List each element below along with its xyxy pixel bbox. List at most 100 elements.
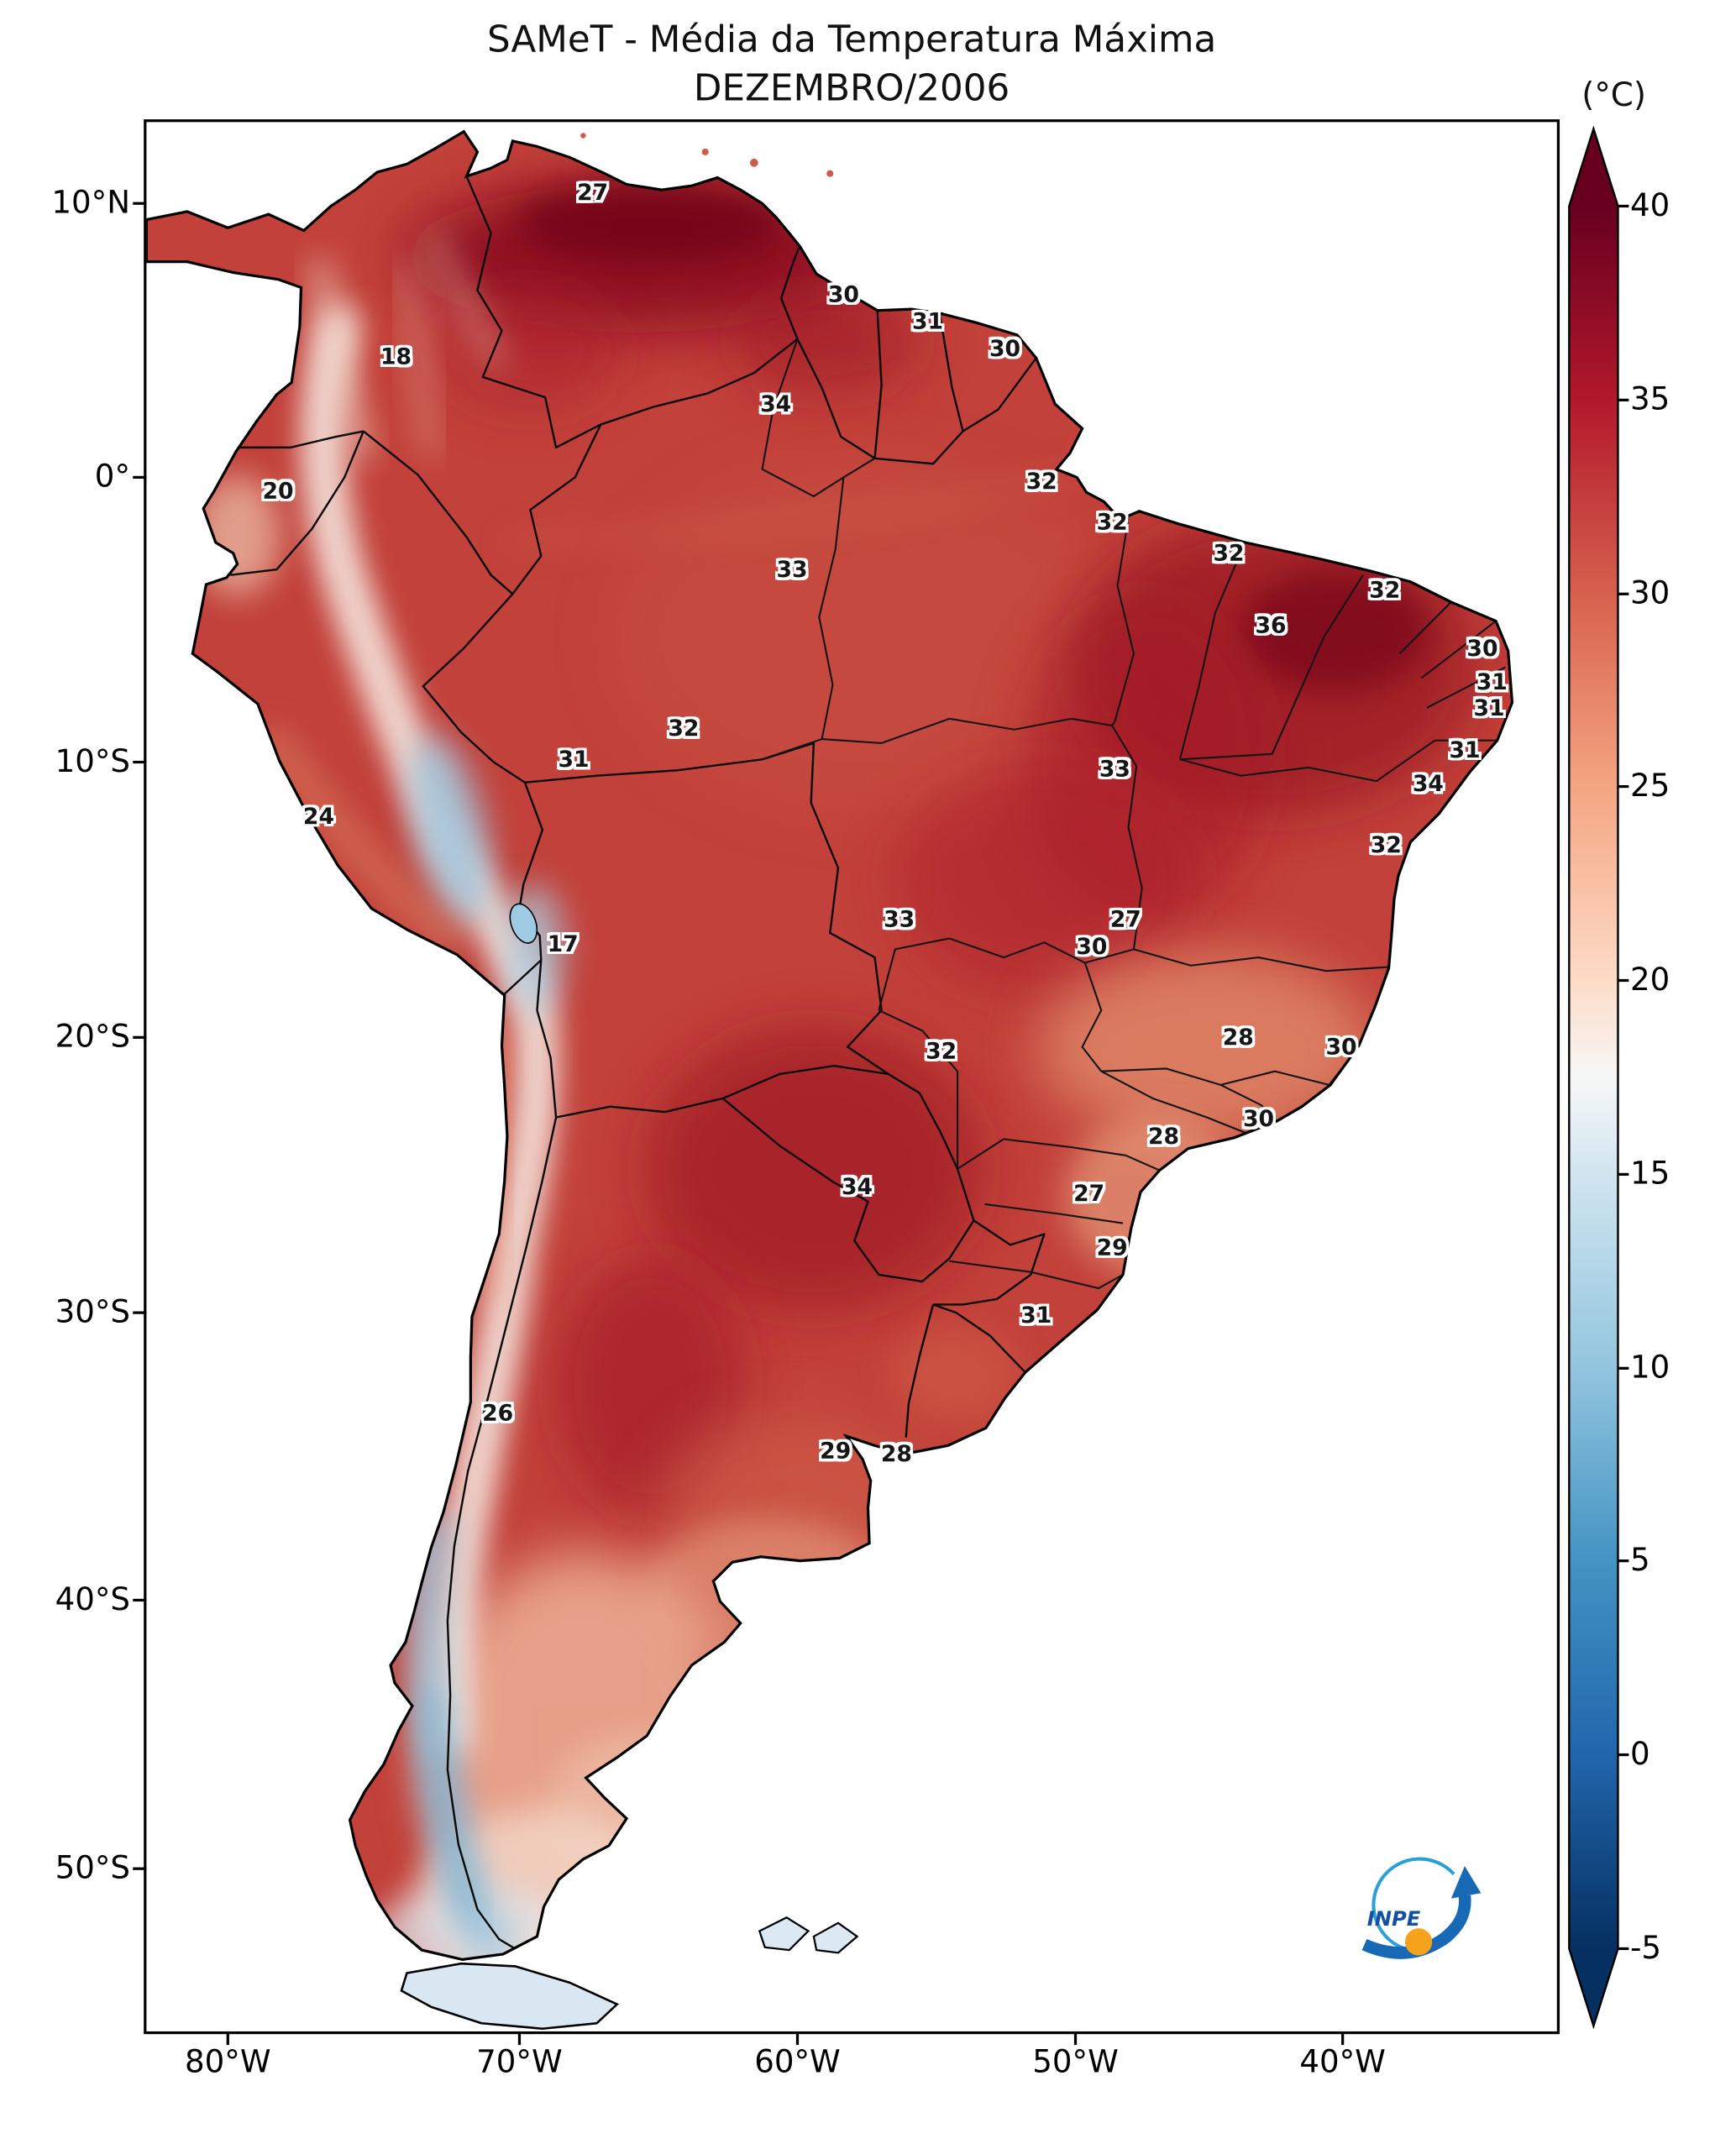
colorbar-tick-mark [1618, 398, 1629, 401]
lat-tick-label: 0° [94, 459, 131, 495]
temp-label: 32 [1369, 577, 1401, 603]
temp-label: 34 [760, 390, 792, 417]
title-line-1: SAMeT - Média da Temperatura Máxima [486, 18, 1217, 61]
temp-label: 27 [1109, 906, 1141, 933]
colorbar-tick-label: 35 [1629, 381, 1670, 417]
temp-label: 20 [262, 478, 294, 504]
temp-label: 28 [1147, 1123, 1180, 1150]
temp-label: 30 [1466, 635, 1498, 662]
colorbar-tick-label: 25 [1629, 769, 1670, 805]
temp-label: 30 [1076, 933, 1108, 960]
temp-label: 31 [1476, 668, 1508, 695]
colorbar-unit-label: (°C) [1581, 76, 1646, 114]
temp-label: 17 [547, 930, 579, 957]
temp-label: 33 [1099, 756, 1130, 782]
colorbar-tick-mark [1618, 1947, 1629, 1951]
temp-label: 32 [1025, 468, 1057, 495]
temp-label: 32 [1370, 831, 1402, 858]
temp-label: 33 [776, 556, 808, 583]
temp-label: 30 [989, 335, 1021, 362]
lat-tick-mark [133, 760, 147, 764]
temp-label: 29 [820, 1438, 852, 1465]
temp-label: 31 [911, 308, 944, 335]
temp-label: 33 [884, 906, 915, 933]
falkland-island-west [758, 1916, 810, 1952]
temp-label: 24 [302, 803, 335, 830]
lat-tick-label: 10°S [55, 744, 131, 780]
lon-tick-label: 80°W [184, 2045, 271, 2081]
colorbar-tick-label: 20 [1629, 962, 1670, 998]
colorbar-tick-label: 5 [1629, 1544, 1650, 1580]
lon-tick-label: 40°W [1299, 2045, 1386, 2081]
lon-tick-label: 60°W [754, 2045, 841, 2081]
temp-label: 34 [842, 1173, 873, 1200]
temp-label: 18 [380, 343, 412, 370]
logo-arrow-head [1450, 1865, 1482, 1899]
lat-tick-mark [133, 475, 147, 480]
colorbar-tick-mark [1618, 204, 1629, 208]
colorbar-tick-label: 30 [1629, 575, 1670, 611]
figure-title: SAMeT - Média da Temperatura Máxima DEZE… [146, 16, 1556, 113]
lat-tick-mark [133, 1311, 147, 1314]
temp-label: 31 [1020, 1303, 1052, 1329]
temp-label: 32 [1096, 509, 1128, 536]
lon-tick-mark [517, 2031, 522, 2046]
state-borders [761, 338, 1506, 1290]
colorbar-bar [1568, 125, 1619, 2030]
colorbar-tick-label: 15 [1629, 1156, 1670, 1192]
temp-label: 31 [1473, 694, 1505, 721]
logo-text: INPE [1367, 1907, 1421, 1931]
falkland-island-east [812, 1921, 859, 1954]
temp-label: 36 [1255, 612, 1287, 638]
temp-label: 30 [827, 281, 859, 307]
lon-tick-mark [226, 2031, 229, 2046]
temperature-field [193, 180, 1479, 1960]
lat-tick-label: 50°S [55, 1851, 131, 1887]
title-line-2: DEZEMBRO/2006 [693, 67, 1010, 110]
colorbar-tick-mark [1618, 1366, 1629, 1370]
colorbar-tick-label: 40 [1629, 188, 1670, 224]
lat-tick-mark [133, 1867, 147, 1870]
temperature-labels-layer: 27 30 31 30 34 18 20 32 32 32 32 36 30 31 31 31 34 33 32 31… [146, 122, 1556, 2031]
lon-tick-mark [1073, 2031, 1078, 2046]
inpe-logo: INPE [1337, 1855, 1500, 1980]
caribbean-islands [580, 133, 834, 177]
lat-tick-label: 20°S [55, 1019, 131, 1056]
map-plot-area: 27 30 31 30 34 18 20 32 32 32 32 36 30 31 31 31 34 33 32 31… [144, 119, 1560, 2035]
colorbar-tick-mark [1618, 1559, 1629, 1563]
temp-label: 32 [1213, 540, 1245, 567]
temp-label: 28 [880, 1440, 912, 1467]
lat-tick-label: 10°N [51, 186, 131, 222]
colorbar-tick-label: 10 [1629, 1350, 1670, 1386]
temp-label: 32 [668, 715, 700, 742]
lon-tick-label: 70°W [476, 2045, 563, 2081]
temp-label: 31 [1449, 736, 1481, 763]
temp-label: 29 [1096, 1234, 1128, 1261]
colorbar-tick-mark [1618, 591, 1629, 595]
colorbar-tick-mark [1618, 1753, 1629, 1757]
temp-label: 26 [482, 1400, 514, 1426]
colorbar [1568, 125, 1619, 2030]
temp-label: 28 [1222, 1024, 1254, 1051]
lat-tick-mark [133, 1035, 147, 1039]
country-borders [230, 176, 1046, 1958]
colorbar-tick-label: -5 [1629, 1931, 1662, 1967]
south-america-map [146, 130, 1514, 2031]
lat-tick-label: 40°S [55, 1582, 131, 1618]
temp-label: 32 [926, 1038, 957, 1064]
colorbar-tick-mark [1618, 979, 1629, 983]
lon-tick-mark [795, 2031, 800, 2046]
temp-label: 27 [1073, 1180, 1105, 1207]
tierra-del-fuego [400, 1962, 620, 2031]
temp-label: 30 [1242, 1105, 1275, 1132]
lon-tick-label: 50°W [1032, 2045, 1119, 2081]
lon-tick-mark [1341, 2031, 1345, 2046]
lat-tick-label: 30°S [55, 1295, 131, 1331]
temp-label: 30 [1325, 1034, 1357, 1060]
lat-tick-mark [133, 202, 147, 205]
colorbar-tick-mark [1618, 785, 1629, 789]
logo-sun [1404, 1928, 1433, 1956]
temp-label: 31 [558, 746, 590, 773]
logo-arrow-body [1361, 1895, 1471, 1959]
